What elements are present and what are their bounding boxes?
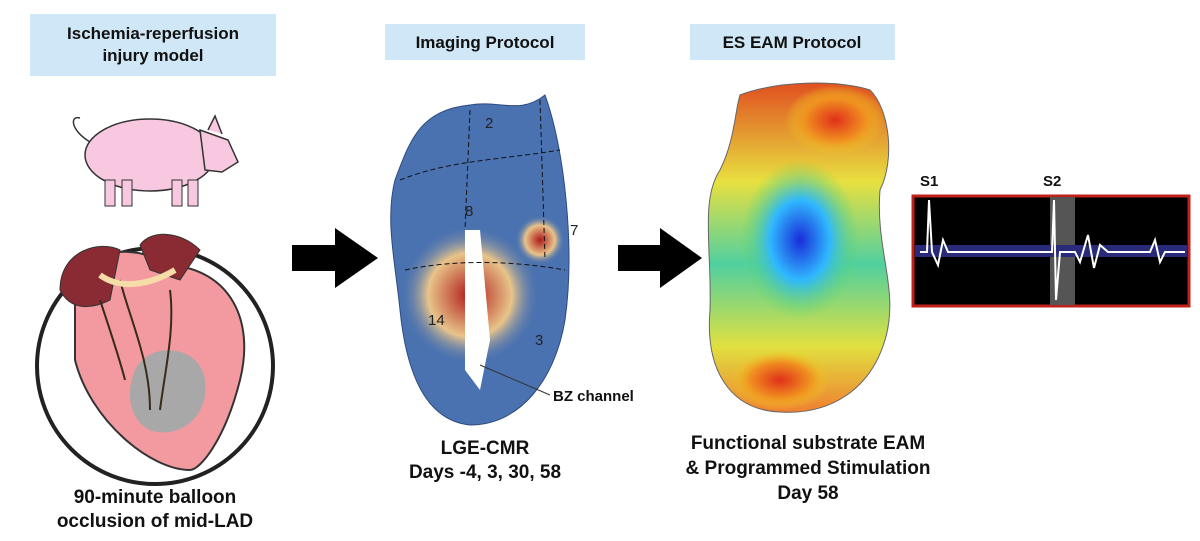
segment-label: 8 <box>465 203 473 220</box>
segment-label: 7 <box>570 222 578 239</box>
heart-illustration <box>59 233 246 472</box>
caption: LGE-CMR <box>441 438 530 459</box>
egm-trace <box>920 199 1185 301</box>
segment-line <box>399 99 566 271</box>
arrow <box>292 228 378 288</box>
header-box <box>30 14 276 76</box>
caption: Days -4, 3, 30, 58 <box>409 462 561 483</box>
arrow <box>618 228 702 288</box>
pig-ear <box>207 114 223 135</box>
stimulus-label: S1 <box>920 173 938 190</box>
pig-leg <box>171 179 183 207</box>
bz-channel <box>465 230 490 390</box>
late-zone <box>730 350 830 410</box>
pig-tail <box>72 116 91 143</box>
header-text: ES EAM Protocol <box>723 33 862 52</box>
pig-leg <box>121 179 133 207</box>
segment-label: 14 <box>428 312 445 329</box>
heart-aorta <box>139 233 201 281</box>
infarct <box>130 350 206 433</box>
caption: Day 58 <box>777 483 838 504</box>
caption: & Programmed Stimulation <box>686 458 931 479</box>
eam-map <box>707 82 891 413</box>
lge-heart <box>390 94 570 426</box>
annotation: BZ channel <box>553 388 634 405</box>
caption: occlusion of mid-LAD <box>57 511 253 532</box>
slow-zone <box>740 160 860 320</box>
late-zone <box>785 85 885 155</box>
pig-icon <box>72 114 239 207</box>
pig-head <box>199 128 239 173</box>
stimulus-label: S2 <box>1043 173 1061 190</box>
coronary <box>99 279 173 411</box>
scar <box>515 215 565 265</box>
annotation-line <box>479 364 551 396</box>
header-text: Imaging Protocol <box>416 33 555 52</box>
header-text: injury model <box>102 46 203 65</box>
header-box <box>690 24 895 60</box>
pig-leg <box>104 179 116 207</box>
heart-atrium <box>59 245 121 308</box>
header-box <box>385 24 585 60</box>
pig-leg <box>187 179 199 207</box>
caption: Functional substrate EAM <box>691 433 925 454</box>
fat <box>98 267 177 288</box>
header-text: Ischemia-reperfusion <box>67 24 239 43</box>
caption: 90-minute balloon <box>74 487 237 508</box>
segment-label: 3 <box>535 332 543 349</box>
segment-label: 2 <box>485 115 493 132</box>
